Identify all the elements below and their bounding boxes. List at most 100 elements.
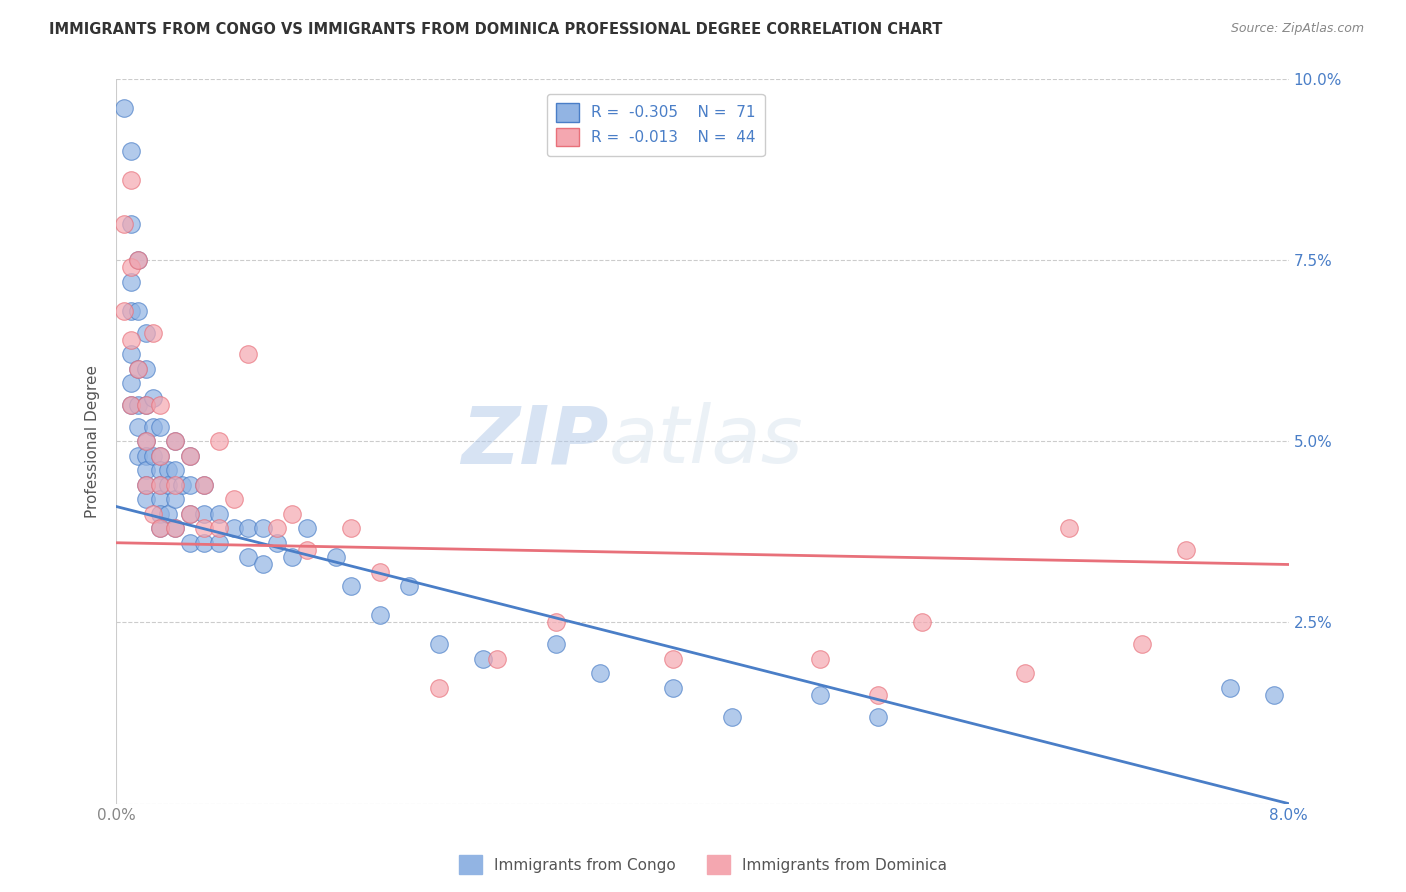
- Point: [471, 651, 494, 665]
- Point: [266, 521, 288, 535]
- Point: [179, 477, 201, 491]
- Text: ZIP: ZIP: [461, 402, 609, 480]
- Point: [149, 463, 172, 477]
- Point: [368, 608, 391, 623]
- Point: [1219, 681, 1241, 695]
- Point: [149, 492, 172, 507]
- Point: [142, 391, 165, 405]
- Point: [589, 666, 612, 681]
- Point: [127, 361, 149, 376]
- Point: [179, 507, 201, 521]
- Point: [281, 550, 304, 565]
- Point: [135, 398, 157, 412]
- Point: [236, 521, 259, 535]
- Point: [120, 217, 142, 231]
- Point: [193, 507, 215, 521]
- Legend: R =  -0.305    N =  71, R =  -0.013    N =  44: R = -0.305 N = 71, R = -0.013 N = 44: [547, 94, 765, 155]
- Point: [720, 709, 742, 723]
- Point: [120, 173, 142, 187]
- Point: [222, 521, 245, 535]
- Point: [149, 521, 172, 535]
- Point: [868, 688, 890, 702]
- Point: [112, 101, 135, 115]
- Legend: Immigrants from Congo, Immigrants from Dominica: Immigrants from Congo, Immigrants from D…: [453, 849, 953, 880]
- Point: [149, 507, 172, 521]
- Point: [163, 492, 186, 507]
- Point: [120, 398, 142, 412]
- Point: [1263, 688, 1285, 702]
- Point: [544, 637, 567, 651]
- Point: [127, 361, 149, 376]
- Point: [120, 347, 142, 361]
- Point: [149, 521, 172, 535]
- Point: [127, 449, 149, 463]
- Point: [1057, 521, 1080, 535]
- Point: [868, 709, 890, 723]
- Point: [142, 326, 165, 340]
- Point: [120, 275, 142, 289]
- Point: [1130, 637, 1153, 651]
- Point: [662, 681, 685, 695]
- Point: [911, 615, 934, 630]
- Point: [120, 145, 142, 159]
- Point: [339, 579, 361, 593]
- Point: [127, 253, 149, 268]
- Point: [252, 521, 274, 535]
- Point: [486, 651, 509, 665]
- Point: [135, 477, 157, 491]
- Point: [236, 347, 259, 361]
- Point: [135, 449, 157, 463]
- Point: [295, 543, 318, 558]
- Point: [149, 477, 172, 491]
- Point: [135, 434, 157, 449]
- Point: [163, 477, 186, 491]
- Point: [135, 361, 157, 376]
- Point: [193, 477, 215, 491]
- Y-axis label: Professional Degree: Professional Degree: [86, 365, 100, 517]
- Text: atlas: atlas: [609, 402, 803, 480]
- Point: [266, 535, 288, 549]
- Point: [252, 558, 274, 572]
- Point: [127, 398, 149, 412]
- Point: [135, 398, 157, 412]
- Point: [1175, 543, 1198, 558]
- Point: [156, 463, 179, 477]
- Point: [163, 521, 186, 535]
- Point: [135, 326, 157, 340]
- Point: [1014, 666, 1036, 681]
- Point: [135, 463, 157, 477]
- Point: [163, 521, 186, 535]
- Point: [142, 507, 165, 521]
- Point: [339, 521, 361, 535]
- Point: [163, 463, 186, 477]
- Point: [544, 615, 567, 630]
- Point: [142, 449, 165, 463]
- Point: [112, 217, 135, 231]
- Point: [127, 304, 149, 318]
- Point: [120, 398, 142, 412]
- Point: [149, 449, 172, 463]
- Point: [149, 398, 172, 412]
- Point: [368, 565, 391, 579]
- Point: [120, 304, 142, 318]
- Point: [179, 535, 201, 549]
- Point: [808, 688, 831, 702]
- Point: [193, 535, 215, 549]
- Point: [281, 507, 304, 521]
- Point: [120, 376, 142, 391]
- Point: [208, 535, 231, 549]
- Point: [149, 449, 172, 463]
- Point: [193, 477, 215, 491]
- Point: [127, 419, 149, 434]
- Point: [135, 492, 157, 507]
- Text: Source: ZipAtlas.com: Source: ZipAtlas.com: [1230, 22, 1364, 36]
- Point: [427, 637, 450, 651]
- Point: [127, 253, 149, 268]
- Point: [179, 507, 201, 521]
- Point: [142, 419, 165, 434]
- Point: [662, 651, 685, 665]
- Point: [120, 260, 142, 275]
- Point: [236, 550, 259, 565]
- Point: [163, 434, 186, 449]
- Point: [325, 550, 347, 565]
